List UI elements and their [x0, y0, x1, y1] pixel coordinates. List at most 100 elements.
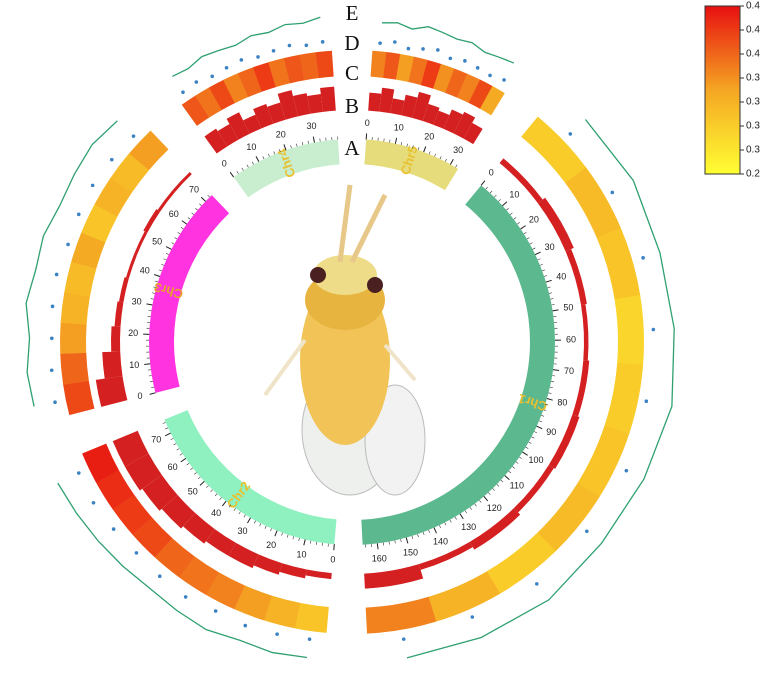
heat-cell	[61, 292, 90, 325]
minor-tick	[150, 381, 153, 382]
minor-tick	[237, 171, 239, 173]
tick-label: 50	[188, 487, 198, 497]
minor-tick	[519, 457, 521, 459]
scatter-point	[240, 58, 244, 62]
minor-tick	[254, 521, 255, 524]
minor-tick	[310, 541, 311, 544]
tick-label: 50	[563, 303, 573, 313]
minor-tick	[220, 498, 222, 500]
minor-tick	[296, 144, 297, 147]
minor-tick	[199, 204, 201, 206]
minor-tick	[540, 264, 543, 265]
heat-cell	[537, 483, 599, 551]
tick-mark	[521, 226, 526, 229]
minor-tick	[159, 270, 162, 271]
minor-tick	[412, 536, 413, 539]
tick-label: 30	[545, 242, 555, 252]
tick-label: 60	[566, 334, 576, 344]
scatter-point	[66, 243, 70, 247]
tick-label: 70	[151, 435, 161, 445]
minor-tick	[517, 222, 519, 224]
tick-mark	[450, 159, 453, 164]
tick-label: 30	[306, 121, 316, 131]
minor-tick	[550, 387, 553, 388]
colorbar-tick-label: 0.36	[746, 97, 760, 108]
minor-tick	[418, 534, 419, 537]
tick-label: 20	[128, 328, 138, 338]
insect	[265, 185, 425, 495]
scatter-point	[55, 273, 59, 277]
minor-tick	[244, 515, 246, 518]
colorbar-tick-label: 0.30	[746, 145, 760, 156]
tick-mark	[553, 370, 559, 371]
minor-tick	[527, 237, 530, 239]
tick-label: 10	[129, 360, 139, 370]
density-bar	[572, 360, 589, 416]
minor-tick	[445, 159, 446, 162]
minor-tick	[198, 477, 200, 479]
scatter-point	[535, 582, 539, 586]
minor-tick	[190, 468, 192, 470]
scatter-point	[407, 47, 411, 51]
scatter-point	[214, 609, 218, 613]
tick-mark	[334, 544, 335, 550]
minor-tick	[260, 523, 261, 526]
tick-mark	[553, 310, 559, 311]
tick-mark	[505, 476, 510, 480]
colorbar-tick-label: 0.48	[746, 1, 760, 12]
minor-tick	[524, 232, 527, 234]
minor-tick	[440, 156, 441, 159]
scatter-point	[625, 469, 629, 473]
tick-mark	[275, 531, 277, 537]
tick-label: 150	[403, 547, 418, 557]
minor-tick	[548, 287, 551, 288]
minor-tick	[195, 208, 197, 210]
minor-tick	[164, 259, 167, 260]
tick-mark	[395, 138, 396, 144]
colorbar-tick-label: 0.39	[746, 73, 760, 84]
minor-tick	[172, 243, 175, 244]
tick-label: 120	[487, 503, 502, 513]
minor-tick	[287, 535, 288, 538]
scatter-point	[92, 501, 96, 505]
tick-label: 140	[433, 537, 448, 547]
density-bar	[549, 415, 580, 469]
tick-label: 110	[510, 481, 524, 491]
scatter-point	[611, 191, 615, 195]
colorbar-tick-label: 0.27	[746, 169, 760, 180]
minor-tick	[439, 525, 440, 528]
tick-label: 130	[461, 522, 476, 532]
tick-label: 40	[140, 266, 150, 276]
track-label: C	[345, 61, 359, 85]
scatter-point	[272, 49, 276, 53]
chromosome: Chr1010203040506070809010011012013014015…	[361, 117, 674, 658]
minor-tick	[282, 533, 283, 536]
scatter-point	[135, 551, 139, 555]
tick-mark	[165, 433, 170, 436]
minor-tick	[389, 542, 390, 545]
tick-mark	[535, 252, 540, 255]
tick-label: 20	[424, 131, 434, 141]
heat-cell	[428, 571, 500, 621]
scatter-point	[645, 399, 649, 403]
tick-label: 70	[564, 366, 574, 376]
tick-mark	[313, 137, 314, 143]
tick-label: 70	[189, 185, 199, 195]
tick-mark	[166, 247, 171, 250]
tick-label: 80	[557, 397, 567, 407]
minor-tick	[177, 449, 180, 451]
tick-label: 20	[266, 540, 276, 550]
minor-tick	[180, 454, 183, 456]
minor-tick	[174, 444, 177, 446]
minor-tick	[395, 540, 396, 543]
minor-tick	[493, 488, 495, 490]
minor-tick	[215, 494, 217, 496]
minor-tick	[526, 447, 529, 449]
density-bar	[581, 304, 589, 361]
tick-mark	[377, 543, 378, 549]
minor-tick	[268, 154, 269, 157]
tick-mark	[546, 280, 552, 282]
